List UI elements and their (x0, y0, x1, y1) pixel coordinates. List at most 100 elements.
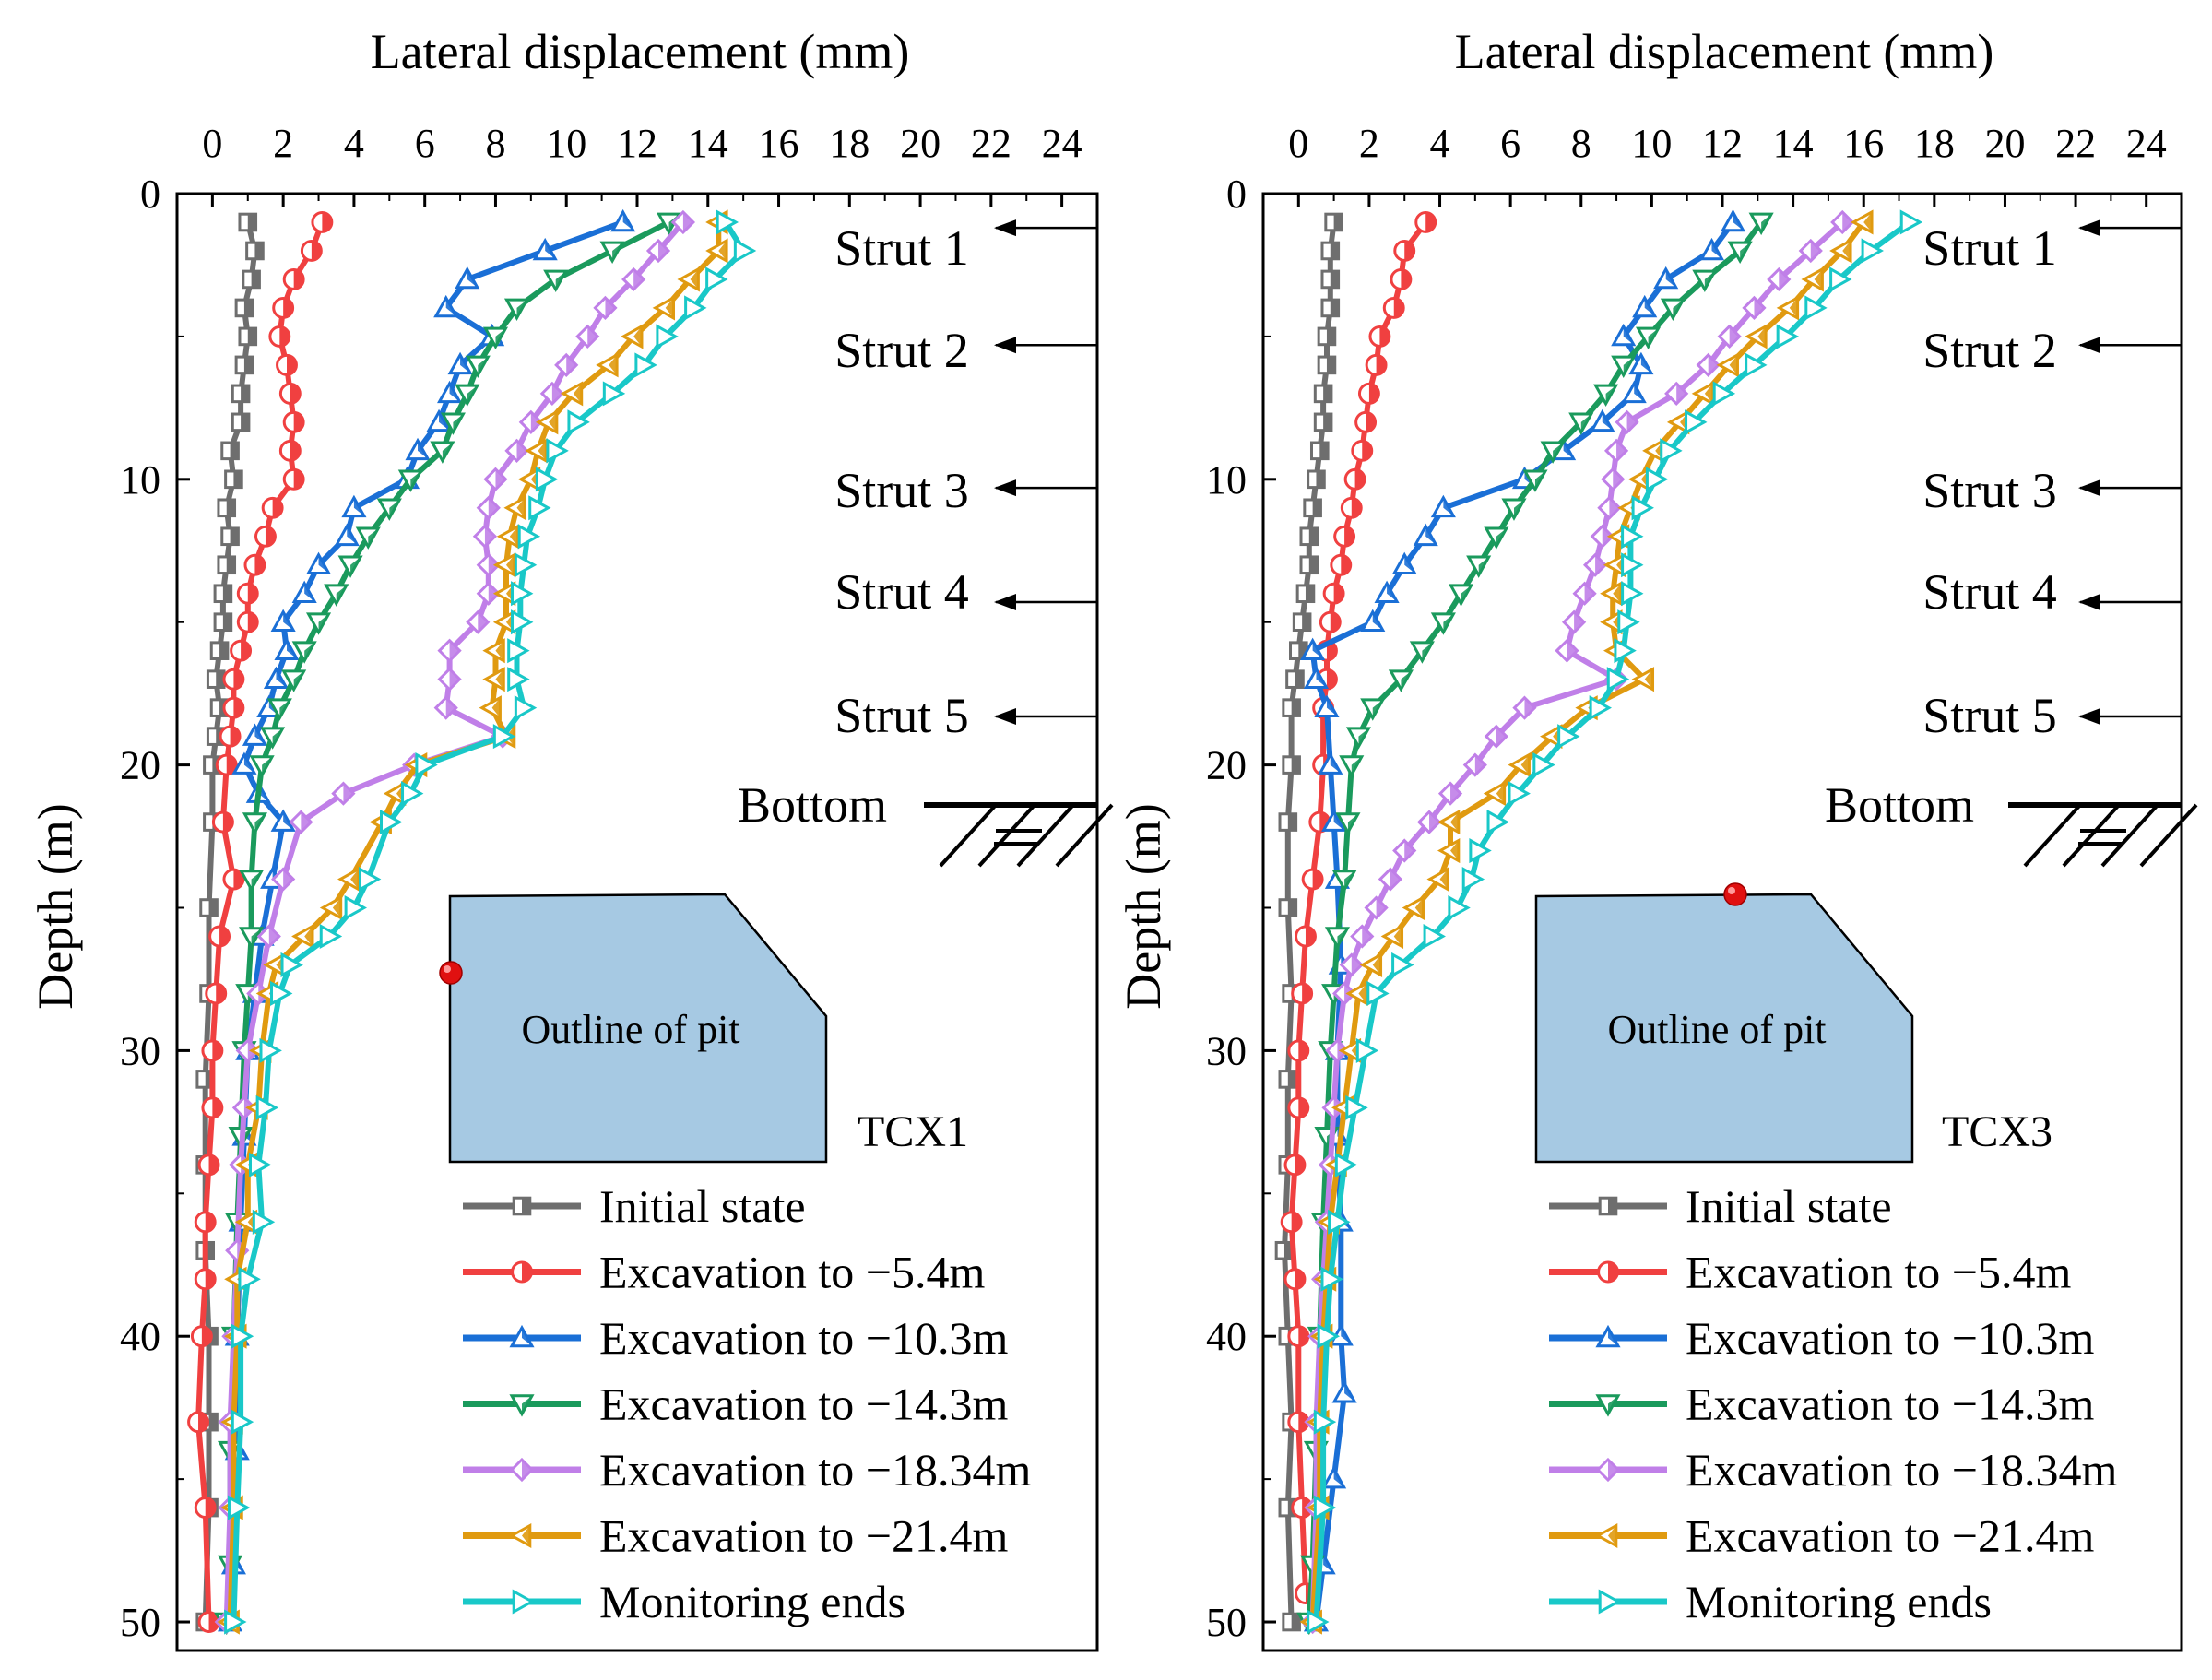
data-point (1461, 866, 1485, 893)
data-point-fill (587, 325, 598, 347)
data-point-fill (538, 440, 547, 461)
data-point (1621, 552, 1644, 578)
data-point-fill (219, 927, 230, 946)
data-point (528, 495, 551, 521)
data-point-fill (283, 811, 294, 831)
legend-label: Initial state (599, 1180, 806, 1232)
data-point-fill (353, 497, 364, 516)
data-point-fill (1496, 726, 1507, 747)
data-point-fill (1316, 471, 1325, 488)
strut-label-4: Strut 4 (1922, 564, 2057, 620)
soil-hatch (2139, 803, 2198, 868)
data-point (716, 209, 739, 235)
legend-label: Excavation to −21.4m (599, 1510, 1008, 1562)
data-point-fill (247, 328, 256, 345)
data-point (1804, 295, 1828, 321)
data-point-fill (205, 1242, 214, 1260)
data-point-fill (445, 297, 456, 316)
data-point-fill (219, 642, 228, 659)
y-tick-label: 20 (1206, 743, 1247, 788)
data-point-fill (1333, 1469, 1344, 1487)
data-point-fill (1323, 1555, 1334, 1573)
data-point-fill (439, 411, 450, 431)
data-point-fill (633, 325, 642, 347)
data-point-fill (410, 471, 421, 490)
data-point-fill (1333, 811, 1344, 831)
x-tick-label: 22 (2055, 121, 2096, 166)
y-tick-label: 40 (1206, 1314, 1247, 1359)
x-tick-label: 14 (688, 121, 728, 166)
y-tick-label: 20 (120, 743, 160, 788)
data-point-fill (573, 383, 582, 404)
data-point-fill (1757, 325, 1767, 347)
data-point-fill (268, 926, 279, 947)
data-point (1829, 266, 1852, 292)
data-point-fill (293, 670, 304, 690)
data-point-fill (1450, 783, 1461, 804)
data-point (231, 1323, 254, 1349)
soil-hatch (1055, 803, 1114, 868)
data-point-fill (449, 668, 460, 690)
legend-marker-fill (1608, 1525, 1616, 1546)
data-point (507, 638, 530, 664)
legend-label: Excavation to −21.4m (1686, 1510, 2094, 1562)
data-point-fill (279, 699, 290, 718)
data-point-fill (1291, 1212, 1302, 1232)
x-tick-label: 18 (829, 121, 869, 166)
data-point (1861, 238, 1884, 264)
y-tick-label: 0 (1226, 172, 1247, 217)
data-point-fill (1584, 583, 1595, 604)
x-tick-label: 20 (1984, 121, 2025, 166)
data-point-fill (1605, 385, 1616, 404)
data-point-fill (1580, 414, 1591, 432)
data-point-fill (226, 499, 235, 516)
data-point-fill (491, 697, 501, 718)
y-tick-label: 40 (120, 1314, 160, 1359)
data-point-fill (233, 471, 242, 488)
panel-tcx3: Lateral displacement (mm) Depth (m) TCX3… (1116, 24, 2198, 1652)
data-point-fill (241, 1128, 252, 1147)
data-point (1391, 952, 1414, 978)
data-point (358, 866, 382, 893)
data-point-fill (389, 499, 400, 518)
data-point-fill (283, 869, 294, 890)
data-point-fill (1362, 926, 1373, 947)
series-line (195, 220, 325, 1623)
data-point-fill (1326, 697, 1337, 716)
legend-marker-fill (1608, 1328, 1618, 1346)
data-point-fill (1623, 357, 1634, 375)
data-point (514, 695, 538, 721)
x-tick-label: 22 (971, 121, 1011, 166)
data-point-fill (1351, 498, 1362, 518)
bottom-label: Bottom (738, 777, 887, 833)
data-point (1313, 1495, 1337, 1520)
x-tick-label: 14 (1773, 121, 1814, 166)
data-point-fill (1376, 897, 1387, 918)
data-point (1614, 638, 1637, 664)
x-tick-label: 4 (344, 121, 364, 166)
data-point-fill (208, 899, 218, 917)
data-point (546, 438, 569, 464)
data-point-fill (1393, 926, 1402, 947)
marker-highlight (1728, 887, 1735, 894)
data-point (248, 1152, 272, 1177)
x-tick-label: 2 (1359, 121, 1379, 166)
legend-marker-fill (1608, 1198, 1616, 1214)
strut-label-3: Strut 3 (1922, 463, 2057, 518)
data-point-fill (1534, 471, 1545, 490)
data-point-fill (1344, 870, 1355, 890)
x-tick-label: 24 (2126, 121, 2167, 166)
strut-label-4: Strut 4 (834, 564, 969, 620)
data-point-fill (1623, 325, 1634, 345)
data-point-fill (286, 640, 297, 659)
data-point-fill (226, 556, 235, 574)
data-point-fill (622, 211, 633, 231)
data-point-fill (1563, 440, 1574, 459)
data-point (231, 1409, 254, 1435)
data-point-fill (1626, 411, 1638, 432)
data-point-fill (1613, 468, 1624, 490)
data-point-fill (1330, 271, 1339, 288)
data-point-fill (1401, 670, 1412, 690)
data-point (1334, 1152, 1358, 1177)
strut-arrow-head (994, 707, 1016, 725)
